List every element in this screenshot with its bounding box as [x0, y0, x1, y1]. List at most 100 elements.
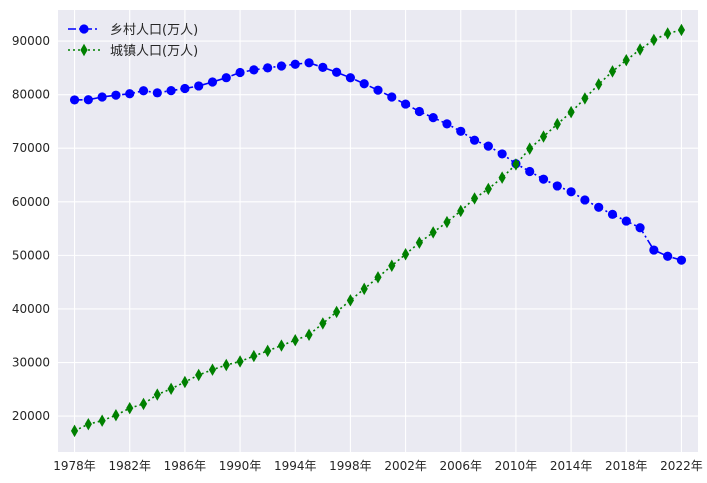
data-point — [167, 382, 175, 396]
data-point — [538, 174, 549, 184]
data-point — [332, 67, 342, 77]
data-point — [236, 355, 244, 368]
y-tick-label: 90000 — [12, 34, 50, 48]
data-point — [552, 181, 562, 191]
data-point — [676, 255, 687, 265]
data-point — [539, 130, 548, 143]
data-point — [428, 113, 438, 123]
x-tick-label: 2006年 — [439, 459, 482, 473]
data-point — [635, 223, 645, 233]
data-point — [98, 414, 106, 427]
x-tick-label: 1998年 — [329, 459, 372, 473]
data-point — [581, 92, 589, 105]
data-point — [304, 58, 314, 68]
series-urban — [70, 23, 686, 438]
data-point — [553, 117, 561, 131]
x-tick-label: 1986年 — [164, 459, 207, 473]
data-point — [456, 126, 466, 136]
data-point — [166, 85, 176, 96]
data-point — [429, 226, 437, 239]
data-point — [484, 182, 492, 196]
data-point — [415, 236, 423, 249]
data-point — [387, 92, 397, 102]
data-point — [566, 187, 576, 197]
data-point — [677, 23, 686, 37]
series-rural — [69, 58, 687, 265]
data-point — [470, 192, 479, 205]
y-tick-label: 70000 — [12, 141, 50, 155]
data-point — [112, 408, 120, 422]
data-point — [138, 86, 149, 96]
y-tick-label: 20000 — [12, 409, 50, 423]
x-tick-label: 2010年 — [495, 459, 538, 473]
data-point — [498, 171, 506, 184]
data-point — [235, 67, 245, 78]
data-point — [469, 135, 480, 145]
data-point — [594, 202, 604, 212]
data-point — [277, 339, 286, 352]
data-point — [291, 333, 299, 347]
data-point — [595, 78, 603, 91]
x-tick-label: 1994年 — [274, 459, 317, 473]
data-point — [69, 95, 80, 105]
series-line — [74, 29, 682, 432]
data-point — [580, 195, 590, 205]
data-point — [181, 375, 189, 389]
legend-label: 乡村人口(万人) — [110, 23, 198, 38]
data-point — [373, 85, 383, 95]
data-point — [526, 142, 534, 155]
data-point — [567, 105, 575, 119]
data-point — [264, 344, 272, 358]
data-point — [374, 271, 382, 284]
data-point — [194, 81, 204, 91]
y-tick-label: 40000 — [12, 302, 50, 316]
data-point — [497, 149, 507, 159]
data-point — [111, 90, 121, 100]
data-point — [263, 63, 273, 73]
data-point — [83, 95, 93, 105]
data-point — [152, 88, 162, 98]
data-point — [457, 204, 465, 218]
data-point — [360, 282, 368, 296]
y-tick-label: 60000 — [12, 195, 50, 209]
x-axis: 1978年 1982年 1986年 1990年 1994年 1998年 2002年 2006年… — [53, 459, 702, 473]
data-point — [276, 61, 287, 71]
data-point — [525, 166, 535, 177]
x-tick-label: 2018年 — [605, 459, 648, 473]
data-point — [345, 73, 356, 83]
data-point — [346, 294, 355, 307]
data-point — [207, 77, 218, 87]
x-tick-label: 1982年 — [108, 459, 151, 473]
data-point — [318, 62, 328, 73]
data-point — [126, 401, 134, 415]
data-point — [359, 79, 369, 89]
legend: 乡村人口(万人) 城镇人口(万人) — [68, 23, 198, 59]
grid — [58, 10, 698, 452]
data-point — [401, 248, 410, 261]
data-point — [649, 245, 659, 255]
data-point — [636, 43, 644, 56]
data-point — [221, 73, 231, 83]
data-point — [622, 53, 630, 67]
legend-marker — [79, 24, 89, 34]
legend-marker — [80, 43, 88, 57]
x-tick-label: 2022年 — [660, 459, 703, 473]
data-point — [483, 141, 493, 151]
y-axis: 20000 30000 40000 50000 60000 70000 80000 90000 — [12, 34, 50, 423]
data-point — [70, 424, 79, 438]
data-point — [400, 99, 411, 109]
y-tick-label: 80000 — [12, 88, 50, 102]
data-point — [153, 388, 161, 401]
data-point — [319, 317, 327, 330]
data-point — [208, 363, 217, 376]
legend-label: 城镇人口(万人) — [110, 44, 198, 59]
data-point — [388, 259, 396, 272]
data-point — [222, 358, 230, 372]
data-point — [180, 83, 190, 94]
data-point — [663, 251, 673, 261]
x-tick-label: 2002年 — [384, 459, 427, 473]
x-tick-label: 1978年 — [53, 459, 96, 473]
plot-area — [58, 10, 698, 452]
data-point — [290, 59, 300, 69]
